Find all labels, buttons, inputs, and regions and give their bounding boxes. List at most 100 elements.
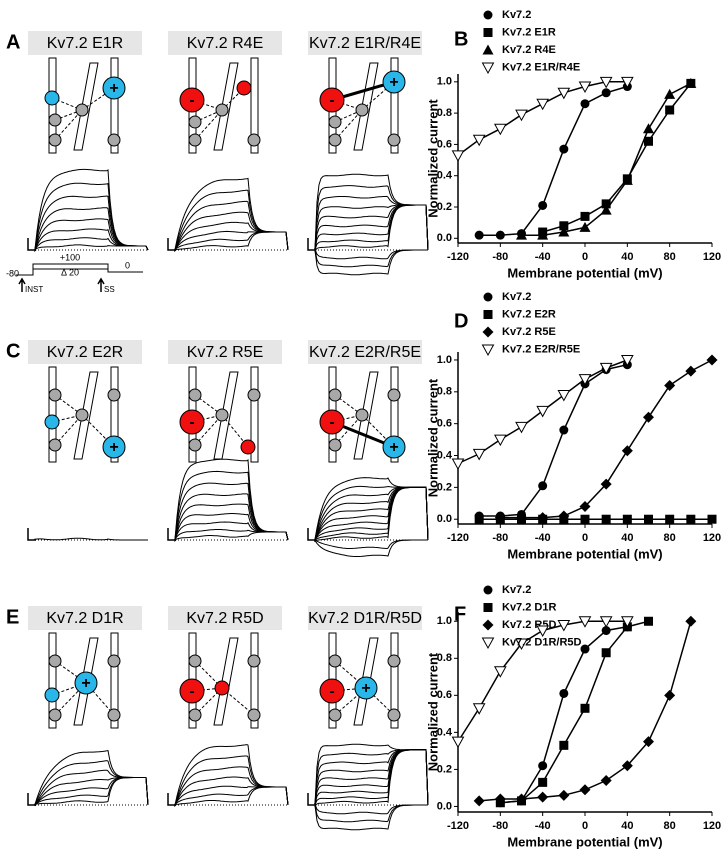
data-point	[706, 354, 718, 366]
charge: +	[109, 439, 118, 456]
y-tick-label: 0.4	[437, 170, 453, 182]
residue	[247, 388, 261, 402]
x-tick-label: 40	[621, 251, 633, 263]
residue	[188, 115, 202, 129]
arrow	[18, 277, 26, 292]
current-trace	[174, 231, 289, 251]
current-trace	[174, 493, 289, 542]
fit-line	[500, 359, 713, 519]
residue	[48, 113, 62, 127]
title-box	[168, 340, 282, 364]
channel-diagram: +	[44, 632, 121, 729]
data-point	[472, 134, 486, 147]
residue	[74, 671, 98, 695]
x-tick-label: 80	[664, 820, 676, 832]
residue	[179, 678, 205, 704]
residue	[214, 680, 230, 696]
residue	[319, 678, 345, 704]
residue	[107, 708, 121, 722]
current-trace	[314, 204, 429, 252]
legend-marker	[483, 310, 493, 319]
data-point	[537, 512, 549, 524]
channel-diagram: +	[44, 57, 126, 154]
x-tick-label: -80	[492, 820, 508, 832]
scale-bar	[167, 793, 176, 806]
residue	[48, 438, 62, 452]
data-point	[538, 761, 548, 771]
data-point	[685, 365, 697, 377]
scale-bar	[27, 528, 36, 541]
charge: +	[389, 439, 398, 456]
data-point	[643, 411, 654, 423]
y-axis-label: Normalized current	[425, 99, 440, 218]
legend-marker	[483, 603, 493, 612]
residue	[48, 388, 62, 402]
data-point	[664, 88, 676, 99]
current-trace	[314, 173, 429, 251]
x-tick-label: 80	[664, 251, 676, 263]
residue	[382, 70, 406, 94]
x-tick-label: 0	[582, 532, 588, 544]
residue	[44, 414, 60, 430]
residue	[102, 435, 126, 459]
current-trace	[313, 802, 428, 815]
data-point	[644, 514, 653, 524]
data-point	[621, 174, 633, 185]
residue	[188, 388, 202, 402]
current-trace	[174, 529, 289, 541]
interaction	[221, 414, 249, 448]
protocol-label: Δ 20	[61, 267, 79, 277]
data-point	[493, 666, 507, 678]
current-trace	[314, 204, 429, 251]
title-box	[28, 31, 142, 55]
legend-label: Kv7.2 E2R	[502, 308, 556, 320]
data-point	[474, 514, 484, 524]
residue	[102, 76, 126, 100]
legend-label: Kv7.2	[502, 584, 531, 596]
data-point	[538, 481, 548, 491]
data-point	[643, 736, 654, 748]
data-point	[472, 448, 486, 461]
data-point	[494, 793, 506, 805]
current-trace	[314, 804, 428, 831]
y-tick-label: 0.6	[437, 418, 452, 430]
data-point	[537, 229, 549, 240]
data-point	[620, 616, 634, 628]
residue	[188, 708, 202, 722]
x-tick-label: 0	[582, 820, 588, 832]
current-trace	[314, 485, 429, 541]
y-tick-label: 0.2	[437, 763, 452, 775]
legend-label: Kv7.2	[502, 291, 531, 303]
panel-title: Kv7.2 E2R	[47, 344, 123, 361]
x-tick-label: 40	[621, 820, 633, 832]
helix	[390, 366, 399, 463]
panel-letter: A	[6, 31, 20, 53]
residue	[48, 708, 62, 722]
data-point	[600, 478, 612, 490]
legend-marker	[481, 344, 495, 357]
current-trace	[314, 749, 429, 806]
current-trace	[314, 486, 429, 541]
channel-diagram: -+	[319, 57, 406, 154]
data-point	[599, 76, 613, 89]
residue	[107, 654, 121, 668]
y-tick-label: 0.4	[437, 449, 453, 461]
data-point	[559, 688, 569, 698]
channel-diagram: +	[44, 366, 126, 463]
data-point	[664, 379, 676, 391]
residue	[247, 654, 261, 668]
residue	[240, 439, 256, 455]
data-point	[620, 76, 634, 89]
current-trace	[174, 458, 289, 541]
scale-bar	[167, 528, 176, 541]
current-trace	[33, 777, 149, 806]
current-trace	[174, 189, 289, 251]
x-tick-label: 40	[621, 532, 633, 544]
legend-marker	[481, 62, 495, 75]
residue	[328, 133, 342, 147]
x-tick-label: 0	[582, 251, 588, 263]
helix	[213, 637, 239, 726]
data-point	[599, 616, 613, 628]
residue	[215, 103, 229, 117]
interaction	[54, 109, 83, 141]
